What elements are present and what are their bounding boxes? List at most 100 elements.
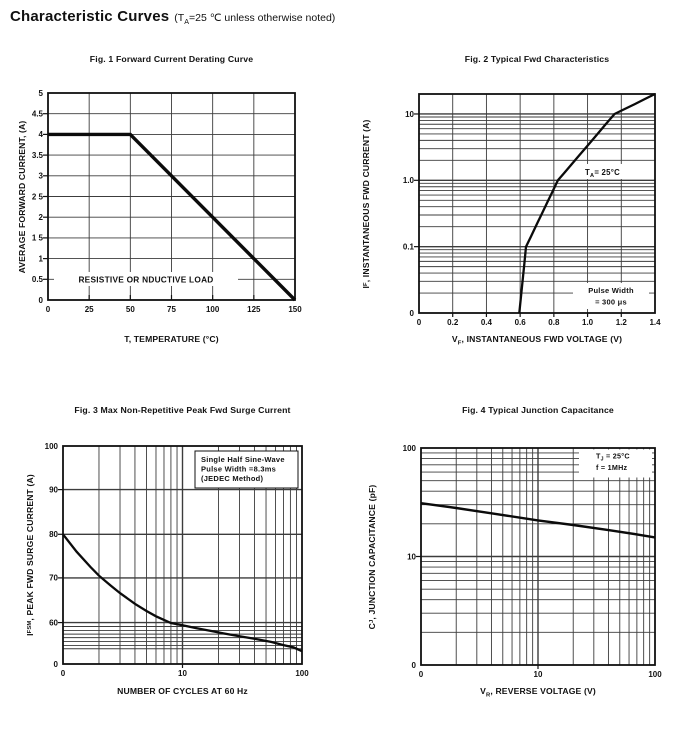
fig1-y-tick: 3 <box>39 172 44 181</box>
page-header: Characteristic Curves (TA=25 ℃ unless oth… <box>10 8 335 26</box>
fig1-x-tick: 25 <box>85 305 94 314</box>
fig1-y-axis-label: AVERAGE FORWARD CURRENT, (A) <box>14 67 30 327</box>
subscript-text: A <box>184 18 189 27</box>
label-text: NUMBER OF CYCLES AT 60 Hz <box>117 686 248 696</box>
fig1-x-tick: 0 <box>46 305 51 314</box>
fig3-ticks: 0 10 100 100 90 80 70 60 0 <box>45 442 310 678</box>
fig1-y-tick: 3.5 <box>32 151 44 160</box>
label-text: AVERAGE FORWARD CURRENT, (A) <box>17 120 27 273</box>
fig3-x-tick: 100 <box>295 669 309 678</box>
label-text: T, TEMPERATURE (°C) <box>124 334 219 344</box>
fig2-x-tick: 1.0 <box>582 318 594 327</box>
fig2-caption: Fig. 2 Typical Fwd Characteristics <box>464 54 610 64</box>
fig4-annotation-box <box>579 449 652 478</box>
fig2-y-tick: 0.1 <box>403 242 415 251</box>
fig2-x-tick: 0 <box>417 318 422 327</box>
fig1-y-tick: 0 <box>39 296 44 305</box>
fig3-annotation-box <box>194 450 299 489</box>
fig4-caption: Fig. 4 Typical Junction Capacitance <box>462 405 614 415</box>
fig4-x-axis-label: VR, REVERSE VOLTAGE (V) <box>421 686 655 699</box>
fig2-annotations: TA= 25°C Pulse Width = 300 μs <box>573 164 652 309</box>
fig2-grid <box>419 94 655 313</box>
fig2-x-tick: 1.4 <box>649 318 661 327</box>
annotation-text: = 300 μs <box>595 298 627 307</box>
fig1-x-tick: 50 <box>126 305 135 314</box>
fig3-y-tick: 0 <box>54 660 59 669</box>
fig2-annotation-box <box>573 283 649 309</box>
fig3-x-axis-label: NUMBER OF CYCLES AT 60 Hz <box>63 686 302 696</box>
subscript-text: FSM <box>27 620 33 634</box>
fig1-y-tick: 1 <box>39 254 44 263</box>
fig1-y-tick: 4 <box>39 130 44 139</box>
fig4-x-tick: 10 <box>534 670 543 679</box>
fig4-y-tick: 100 <box>403 444 417 453</box>
label-text: (T <box>174 12 185 24</box>
fig2-y-tick: 10 <box>405 110 414 119</box>
fig1-y-tick: 2 5 <box>32 192 44 201</box>
fig3-curve <box>62 533 303 653</box>
fig1-y-tick: 1 5 <box>32 234 44 243</box>
fig2-curve <box>518 92 656 314</box>
fig3-y-tick: 70 <box>49 574 58 583</box>
fig2-plot-area <box>419 94 655 313</box>
fig2-x-tick: 0.2 <box>447 318 459 327</box>
fig3-y-tick: 100 <box>45 442 59 451</box>
annotation-text: Pulse Width =8.3ms <box>201 465 276 474</box>
label-text: , REVERSE VOLTAGE (V) <box>490 686 596 696</box>
fig2-x-tick: 0.8 <box>548 318 560 327</box>
fig1-caption: Fig. 1 Forward Current Derating Curve <box>89 54 254 64</box>
label-text: C <box>367 622 377 629</box>
fig4-x-tick: 100 <box>648 670 662 679</box>
fig4-x-tick: 0 <box>419 670 424 679</box>
fig2-x-axis-label: VF, INSTANTANEOUS FWD VOLTAGE (V) <box>419 334 655 347</box>
annotation-text: f = 1MHz <box>596 463 628 472</box>
annotation-text: Single Half Sine-Wave <box>201 455 285 464</box>
fig4-annotations: TJ = 25°Cf = 1MHz <box>579 449 652 478</box>
fig3-x-tick: 10 <box>178 669 187 678</box>
page-subtitle: (TA=25 ℃ unless otherwise noted) <box>174 12 335 27</box>
annotation-text: (JEDEC Method) <box>201 474 264 483</box>
fig1-x-tick: 125 <box>247 305 261 314</box>
fig1-annotations: RESISTIVE OR NDUCTIVE LOAD <box>54 272 238 286</box>
fig2-y-tick: 0 <box>410 309 415 318</box>
fig3-y-tick: 90 <box>49 485 58 494</box>
subscript-text: F <box>457 340 462 347</box>
fig3-y-axis-label: I FSM, PEAK FWD SURGE CURRENT (A) <box>22 425 38 685</box>
subscript-text: J <box>369 619 375 623</box>
annotation-text: TJ = 25°C <box>596 452 630 463</box>
fig4-curve <box>420 502 656 539</box>
fig1-curve <box>48 132 297 302</box>
subscript-text: R <box>486 692 491 699</box>
fig1-x-tick: 100 <box>206 305 220 314</box>
label-text: , INSTANTANEOUS FWD CURRENT (A) <box>361 118 371 282</box>
label-text: I <box>25 633 35 636</box>
fig2-x-tick: 0.4 <box>481 318 493 327</box>
annotation-text: TA= 25°C <box>585 168 620 179</box>
label-text: , PEAK FWD SURGE CURRENT (A) <box>25 474 35 621</box>
fig1-x-axis-label: T, TEMPERATURE (°C) <box>48 334 295 344</box>
fig3-caption: Fig. 3 Max Non-Repetitive Peak Fwd Surge… <box>74 405 291 415</box>
fig3-y-tick: 60 <box>49 618 58 627</box>
fig2-annotation-box <box>580 164 652 179</box>
subscript-text: F <box>363 281 369 286</box>
label-text: V <box>480 686 487 696</box>
fig1-y-tick: 4.5 <box>32 110 44 119</box>
fig1-y-tick: 5 <box>39 89 44 98</box>
fig2-plot-border <box>418 93 656 314</box>
fig2-x-tick: 1.2 <box>616 318 628 327</box>
fig4-grid <box>421 448 655 665</box>
page-title: Characteristic Curves <box>10 8 170 25</box>
fig1-x-tick: 150 <box>288 305 302 314</box>
fig1-ticks: 0 25 50 75 100 125 150 0 0.5 1 1 5 2 2 5 3 3.5 4 4.5 5 <box>32 89 302 314</box>
label-text: V <box>451 334 458 344</box>
fig2-y-tick: 1.0 <box>403 176 415 185</box>
fig3-grid <box>63 446 302 664</box>
